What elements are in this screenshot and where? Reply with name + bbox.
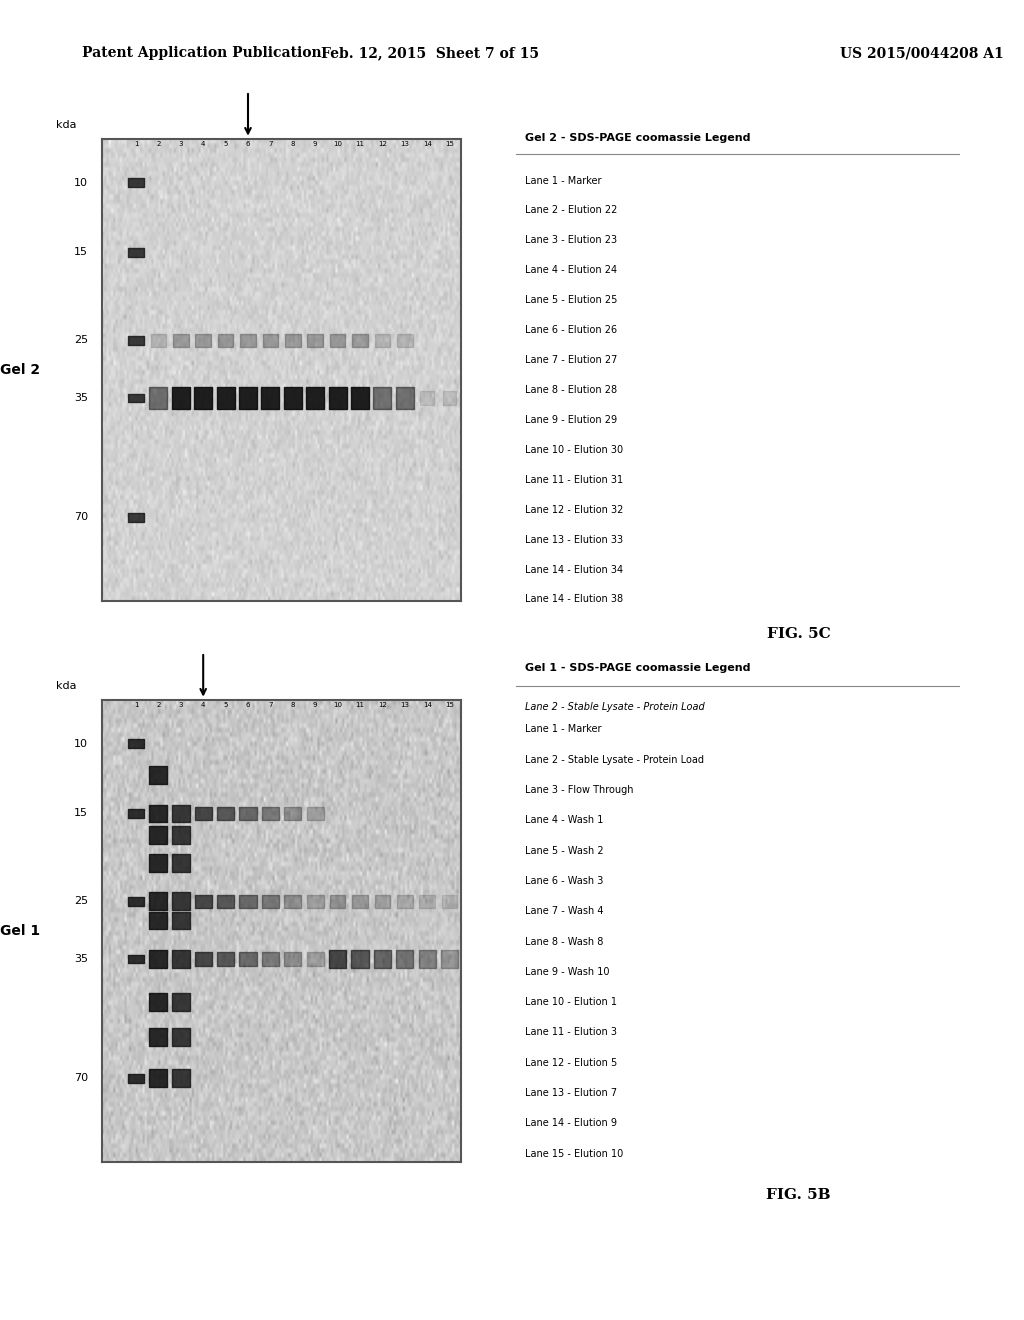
- Text: 10: 10: [333, 702, 342, 709]
- Text: Lane 12 - Elution 5: Lane 12 - Elution 5: [525, 1057, 617, 1068]
- Text: Lane 6 - Wash 3: Lane 6 - Wash 3: [525, 876, 604, 886]
- Text: Lane 6 - Elution 26: Lane 6 - Elution 26: [525, 325, 617, 335]
- Text: 13: 13: [400, 141, 410, 148]
- Text: kda: kda: [56, 120, 77, 129]
- Text: 1: 1: [134, 702, 138, 709]
- Text: 13: 13: [400, 702, 410, 709]
- Text: 6: 6: [246, 141, 250, 148]
- Text: Lane 4 - Elution 24: Lane 4 - Elution 24: [525, 265, 617, 276]
- Text: 15: 15: [445, 141, 454, 148]
- Text: Feb. 12, 2015  Sheet 7 of 15: Feb. 12, 2015 Sheet 7 of 15: [322, 46, 539, 61]
- Text: 5: 5: [223, 702, 227, 709]
- Text: 3: 3: [178, 141, 183, 148]
- Text: Lane 2 - Stable Lysate - Protein Load: Lane 2 - Stable Lysate - Protein Load: [525, 702, 706, 713]
- Text: FIG. 5B: FIG. 5B: [766, 1188, 831, 1203]
- Text: 2: 2: [157, 141, 161, 148]
- Text: Lane 1 - Marker: Lane 1 - Marker: [525, 725, 602, 734]
- Text: Gel 2 - SDS-PAGE coomassie Legend: Gel 2 - SDS-PAGE coomassie Legend: [525, 133, 751, 144]
- Text: 9: 9: [313, 141, 317, 148]
- Text: 6: 6: [246, 702, 250, 709]
- Text: Lane 2 - Stable Lysate - Protein Load: Lane 2 - Stable Lysate - Protein Load: [525, 755, 705, 764]
- Text: 10: 10: [74, 178, 88, 187]
- Text: US 2015/0044208 A1: US 2015/0044208 A1: [840, 46, 1004, 61]
- Text: Lane 11 - Elution 31: Lane 11 - Elution 31: [525, 475, 624, 484]
- Text: 70: 70: [74, 512, 88, 523]
- Text: 1: 1: [134, 141, 138, 148]
- Text: 35: 35: [74, 954, 88, 964]
- Text: Lane 3 - Flow Through: Lane 3 - Flow Through: [525, 785, 634, 795]
- Text: Patent Application Publication: Patent Application Publication: [82, 46, 322, 61]
- Text: Gel 1: Gel 1: [0, 924, 41, 937]
- Text: 9: 9: [313, 702, 317, 709]
- Text: Lane 9 - Wash 10: Lane 9 - Wash 10: [525, 966, 610, 977]
- Text: Gel 2: Gel 2: [0, 363, 41, 376]
- Text: Lane 9 - Elution 29: Lane 9 - Elution 29: [525, 414, 617, 425]
- Text: Lane 14 - Elution 9: Lane 14 - Elution 9: [525, 1118, 617, 1129]
- Text: 10: 10: [74, 739, 88, 748]
- Text: Gel 1 - SDS-PAGE coomassie Legend: Gel 1 - SDS-PAGE coomassie Legend: [525, 664, 751, 673]
- Text: 4: 4: [201, 702, 206, 709]
- Text: 11: 11: [355, 141, 365, 148]
- Text: kda: kda: [56, 681, 77, 690]
- Text: 15: 15: [74, 808, 88, 818]
- Text: Lane 7 - Elution 27: Lane 7 - Elution 27: [525, 355, 617, 366]
- Text: 12: 12: [378, 141, 387, 148]
- Text: Lane 14 - Elution 34: Lane 14 - Elution 34: [525, 565, 624, 574]
- Text: 11: 11: [355, 702, 365, 709]
- Text: 7: 7: [268, 702, 272, 709]
- Text: Lane 4 - Wash 1: Lane 4 - Wash 1: [525, 816, 604, 825]
- Text: Lane 15 - Elution 10: Lane 15 - Elution 10: [525, 1148, 624, 1159]
- Text: 14: 14: [423, 702, 432, 709]
- Text: Lane 8 - Elution 28: Lane 8 - Elution 28: [525, 385, 617, 395]
- Text: Lane 10 - Elution 1: Lane 10 - Elution 1: [525, 997, 617, 1007]
- Text: 15: 15: [74, 247, 88, 257]
- Text: 25: 25: [74, 896, 88, 907]
- Text: 70: 70: [74, 1073, 88, 1084]
- Text: Lane 5 - Wash 2: Lane 5 - Wash 2: [525, 846, 604, 855]
- Text: 8: 8: [291, 702, 295, 709]
- Text: FIG. 5C: FIG. 5C: [767, 627, 830, 642]
- Text: 35: 35: [74, 393, 88, 403]
- Text: Lane 13 - Elution 33: Lane 13 - Elution 33: [525, 535, 624, 545]
- Text: Lane 12 - Elution 32: Lane 12 - Elution 32: [525, 504, 624, 515]
- Text: 2: 2: [157, 702, 161, 709]
- Text: Lane 1 - Marker: Lane 1 - Marker: [525, 176, 602, 186]
- Text: Lane 3 - Elution 23: Lane 3 - Elution 23: [525, 235, 617, 246]
- Text: Lane 7 - Wash 4: Lane 7 - Wash 4: [525, 907, 604, 916]
- Text: Lane 2 - Elution 22: Lane 2 - Elution 22: [525, 206, 617, 215]
- Text: 12: 12: [378, 702, 387, 709]
- Text: 4: 4: [201, 141, 206, 148]
- Text: 8: 8: [291, 141, 295, 148]
- Text: Lane 8 - Wash 8: Lane 8 - Wash 8: [525, 937, 604, 946]
- Text: 5: 5: [223, 141, 227, 148]
- Text: 25: 25: [74, 335, 88, 346]
- Text: 15: 15: [445, 702, 454, 709]
- Text: Lane 13 - Elution 7: Lane 13 - Elution 7: [525, 1088, 617, 1098]
- Text: 7: 7: [268, 141, 272, 148]
- Text: 14: 14: [423, 141, 432, 148]
- Text: Lane 14 - Elution 38: Lane 14 - Elution 38: [525, 594, 624, 605]
- Text: 3: 3: [178, 702, 183, 709]
- Text: Lane 11 - Elution 3: Lane 11 - Elution 3: [525, 1027, 617, 1038]
- Text: 10: 10: [333, 141, 342, 148]
- Text: Lane 10 - Elution 30: Lane 10 - Elution 30: [525, 445, 624, 455]
- Text: Lane 5 - Elution 25: Lane 5 - Elution 25: [525, 296, 617, 305]
